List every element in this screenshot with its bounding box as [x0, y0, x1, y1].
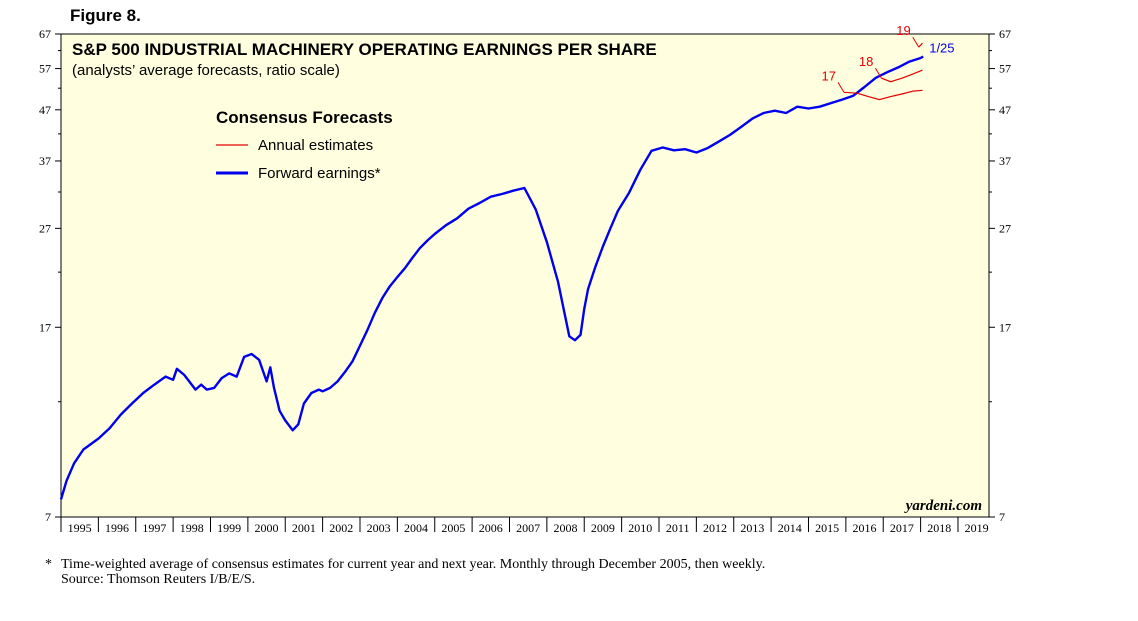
- footnote-star: *: [45, 557, 52, 572]
- y-tick-label-left: 27: [39, 221, 51, 235]
- x-tick-label: 2007: [516, 521, 540, 535]
- y-tick-label-right: 27: [999, 221, 1011, 235]
- x-tick-label: 2001: [292, 521, 316, 535]
- forward-latest-label: 1/25: [929, 41, 954, 56]
- x-tick-label: 2011: [666, 521, 690, 535]
- footnote: * Time-weighted average of consensus esti…: [45, 557, 765, 587]
- y-axis-right: 7 17 27 37 47 57 67: [999, 27, 1011, 524]
- x-tick-label: 2000: [255, 521, 279, 535]
- figure-label: Figure 8.: [70, 6, 141, 25]
- footnote-line-1: * Time-weighted average of consensus esti…: [45, 557, 765, 572]
- footnote-source: Source: Thomson Reuters I/B/E/S.: [61, 572, 256, 587]
- x-tick-label: 1995: [68, 521, 92, 535]
- x-tick-label: 1998: [180, 521, 204, 535]
- y-tick-label-right: 57: [999, 62, 1011, 76]
- chart-title: S&P 500 INDUSTRIAL MACHINERY OPERATING E…: [72, 40, 657, 59]
- x-tick-label: 2005: [441, 521, 465, 535]
- y-tick-label-right: 37: [999, 154, 1011, 168]
- y-tick-label-left: 37: [39, 154, 51, 168]
- forward-earnings-line: [59, 55, 924, 500]
- footnote-line-2: Source: Thomson Reuters I/B/E/S.: [45, 572, 765, 587]
- annual-estimate-line-17: [843, 89, 923, 101]
- annual-estimate-line-19: [918, 42, 923, 48]
- axis-ticks: [55, 33, 995, 532]
- x-tick-label: 1999: [217, 521, 241, 535]
- legend-label-forward: Forward earnings*: [258, 165, 381, 182]
- series-layer: 1/25 17 18 19: [59, 23, 955, 500]
- legend-title: Consensus Forecasts: [216, 108, 393, 127]
- x-axis: 1995 1996 1997 1998 1999 2000 2001 2002 2003 2004…: [68, 521, 989, 535]
- chart-subtitle: (analysts’ average forecasts, ratio scal…: [72, 62, 340, 79]
- annual-estimate-label-19: 19: [896, 23, 910, 38]
- x-tick-label: 2008: [554, 521, 578, 535]
- x-tick-label: 2016: [853, 521, 877, 535]
- y-tick-label-right: 7: [999, 510, 1005, 524]
- legend: Consensus Forecasts Annual estimates For…: [216, 108, 393, 182]
- y-axis-left: 7 17 27 37 47 57 67: [39, 27, 51, 524]
- y-tick-label-left: 47: [39, 103, 51, 117]
- y-tick-label-right: 17: [999, 320, 1011, 334]
- x-tick-label: 1996: [105, 521, 129, 535]
- x-tick-label: 2017: [890, 521, 914, 535]
- footnote-text: Time-weighted average of consensus estim…: [61, 557, 766, 572]
- watermark: yardeni.com: [904, 498, 982, 514]
- x-tick-label: 2010: [628, 521, 652, 535]
- x-tick-label: 2018: [927, 521, 951, 535]
- x-tick-label: 1997: [142, 521, 166, 535]
- y-tick-label-right: 67: [999, 27, 1011, 41]
- annual-estimate-label-18: 18: [859, 54, 873, 69]
- y-tick-label-left: 67: [39, 27, 51, 41]
- y-tick-label-right: 47: [999, 103, 1011, 117]
- x-tick-label: 2003: [367, 521, 391, 535]
- annual-estimate-leader-17: [837, 82, 845, 93]
- y-tick-label-left: 57: [39, 62, 51, 76]
- annual-estimate-line-18: [881, 69, 923, 83]
- x-tick-label: 2014: [778, 521, 802, 535]
- x-tick-label: 2009: [591, 521, 615, 535]
- x-tick-label: 2004: [404, 521, 428, 535]
- annual-estimate-label-17: 17: [822, 68, 836, 83]
- x-tick-label: 2013: [740, 521, 764, 535]
- annual-estimate-leader-18: [874, 67, 882, 79]
- x-tick-label: 2015: [815, 521, 839, 535]
- x-tick-label: 2019: [965, 521, 989, 535]
- annual-estimate-leader-19: [912, 36, 920, 48]
- legend-label-annual: Annual estimates: [258, 137, 373, 154]
- x-tick-label: 2012: [703, 521, 727, 535]
- y-tick-label-left: 7: [45, 510, 51, 524]
- plot-area: [60, 33, 990, 518]
- x-tick-label: 2006: [479, 521, 503, 535]
- y-tick-label-left: 17: [39, 320, 51, 334]
- x-tick-label: 2002: [329, 521, 353, 535]
